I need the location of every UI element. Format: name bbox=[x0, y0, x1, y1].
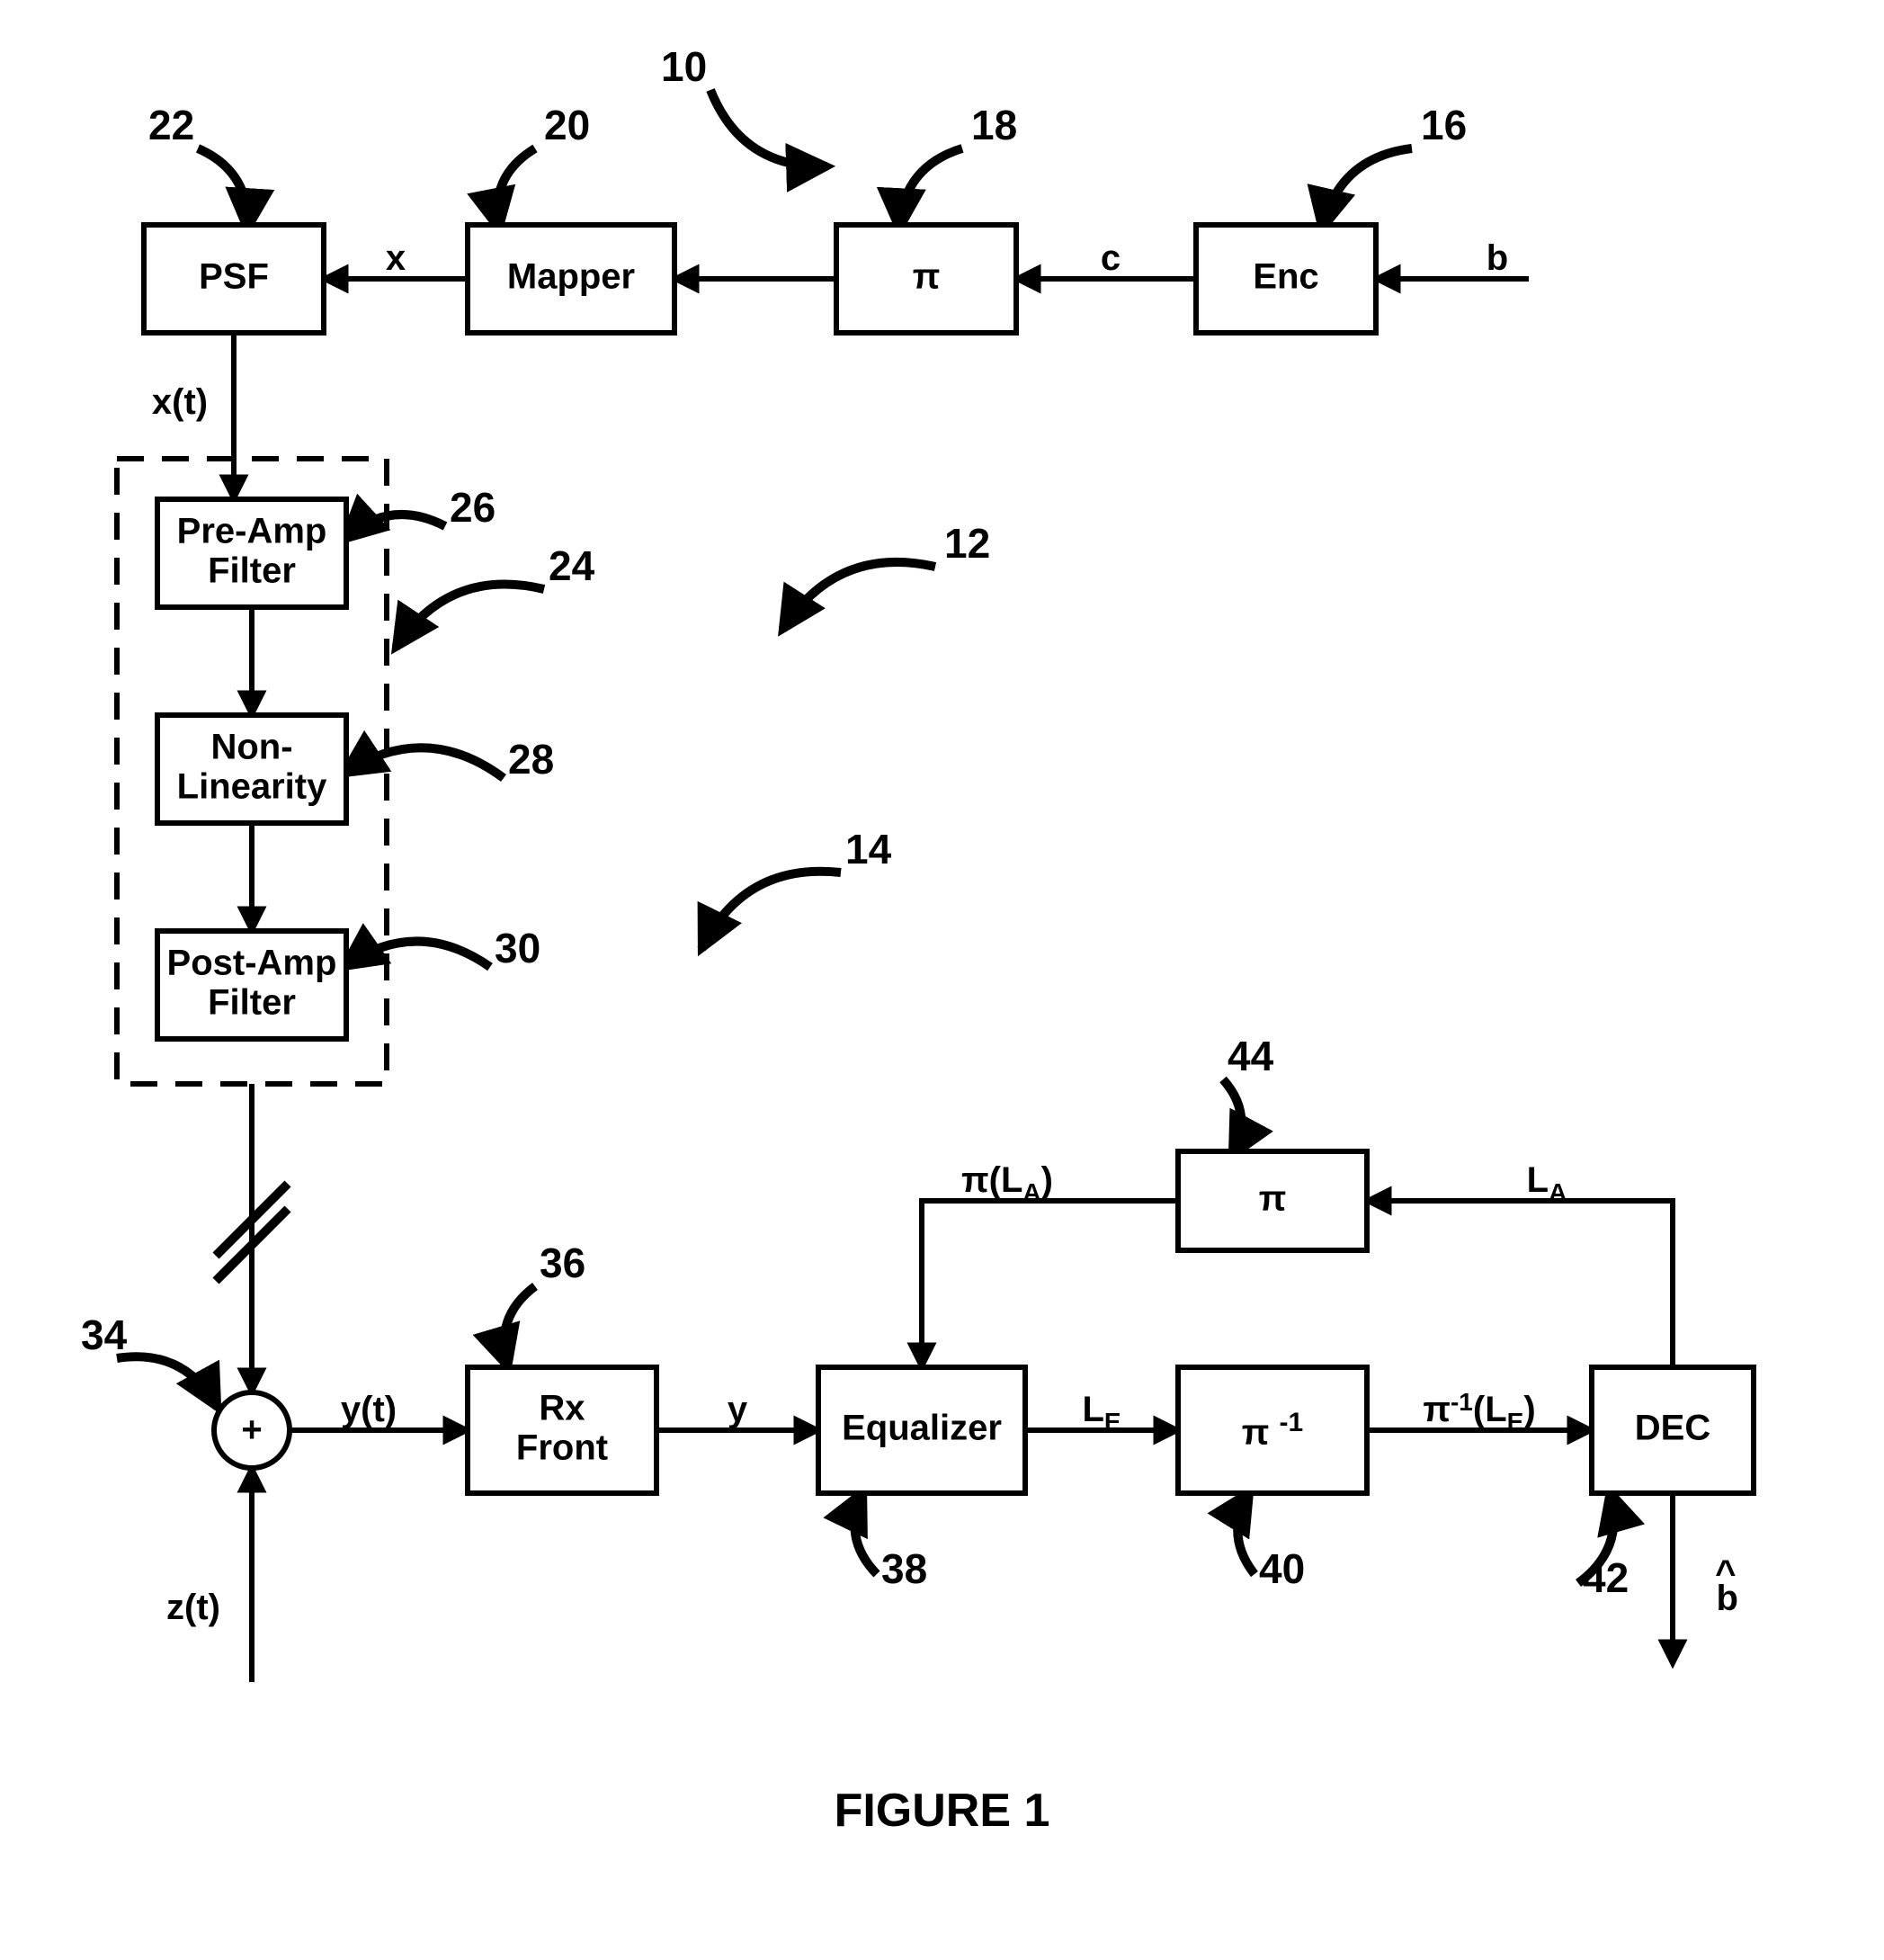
ref-12: 12 bbox=[944, 520, 990, 567]
signal-b: b bbox=[1487, 238, 1508, 278]
signal-x: x bbox=[386, 238, 406, 278]
ref-14: 14 bbox=[845, 826, 892, 873]
ref-hook bbox=[701, 872, 841, 949]
enc-label: Enc bbox=[1253, 257, 1318, 297]
ref-40: 40 bbox=[1259, 1545, 1305, 1592]
dec-label: DEC bbox=[1635, 1409, 1710, 1448]
arrow bbox=[922, 1201, 1178, 1367]
preamp-label: Pre-Amp bbox=[177, 512, 327, 551]
ref-hook bbox=[344, 747, 504, 778]
ref-26: 26 bbox=[450, 484, 496, 531]
diagram-canvas: PSFMapperπEncPre-AmpFilterNon-LinearityP… bbox=[0, 0, 1884, 1960]
mapper-label: Mapper bbox=[507, 257, 635, 297]
signal-y: y bbox=[728, 1390, 748, 1429]
psf-label: PSF bbox=[199, 257, 269, 297]
ref-hook bbox=[782, 562, 935, 630]
ref-hook bbox=[497, 148, 535, 229]
ref-hook bbox=[710, 90, 827, 166]
signal-yt: y(t) bbox=[341, 1390, 397, 1429]
ref-hook bbox=[1322, 148, 1412, 229]
ref-30: 30 bbox=[495, 925, 540, 971]
signal-zt: z(t) bbox=[166, 1588, 220, 1627]
rxfront-label: Front bbox=[516, 1428, 608, 1468]
signal-bhat: ^b bbox=[1715, 1553, 1738, 1618]
preamp-label: Filter bbox=[208, 551, 296, 591]
ref-18: 18 bbox=[971, 102, 1017, 148]
signal-piLE: π-1(LE) bbox=[1423, 1388, 1535, 1436]
ref-hook bbox=[117, 1356, 218, 1408]
ref-28: 28 bbox=[508, 736, 554, 783]
ref-hook bbox=[198, 148, 247, 229]
ref-hook bbox=[1223, 1079, 1241, 1156]
ref-hook bbox=[396, 584, 544, 648]
ref-36: 36 bbox=[540, 1240, 585, 1286]
ref-38: 38 bbox=[881, 1545, 927, 1592]
ref-hook bbox=[504, 1286, 535, 1367]
ref-22: 22 bbox=[148, 102, 194, 148]
ref-24: 24 bbox=[549, 542, 595, 589]
ref-hook bbox=[855, 1491, 877, 1574]
ref-hook bbox=[344, 515, 445, 540]
signal-xt: x(t) bbox=[152, 382, 208, 422]
pi-label: π bbox=[913, 257, 941, 297]
ref-44: 44 bbox=[1228, 1033, 1274, 1079]
signal-c: c bbox=[1101, 238, 1121, 278]
ref-hook bbox=[344, 941, 490, 967]
pi2-label: π bbox=[1259, 1179, 1287, 1219]
rxfront-label: Rx bbox=[539, 1389, 585, 1428]
ref-hook bbox=[1237, 1491, 1255, 1574]
ref-20: 20 bbox=[544, 102, 590, 148]
nonlin-label: Linearity bbox=[177, 767, 327, 807]
equalizer-label: Equalizer bbox=[842, 1409, 1002, 1448]
ref-42: 42 bbox=[1583, 1554, 1629, 1601]
ref-hook bbox=[899, 148, 962, 229]
adder-plus-icon: + bbox=[241, 1410, 262, 1450]
ref-10: 10 bbox=[661, 43, 707, 90]
signal-LE: LE bbox=[1082, 1390, 1121, 1436]
postamp-label: Filter bbox=[208, 983, 296, 1023]
signal-piLA: π(LA) bbox=[961, 1160, 1053, 1206]
ref-16: 16 bbox=[1421, 102, 1467, 148]
figure-caption: FIGURE 1 bbox=[835, 1785, 1050, 1837]
signal-LA: LA bbox=[1527, 1160, 1567, 1206]
ref-34: 34 bbox=[81, 1311, 128, 1358]
nonlin-label: Non- bbox=[210, 728, 292, 767]
postamp-label: Post-Amp bbox=[167, 944, 337, 983]
